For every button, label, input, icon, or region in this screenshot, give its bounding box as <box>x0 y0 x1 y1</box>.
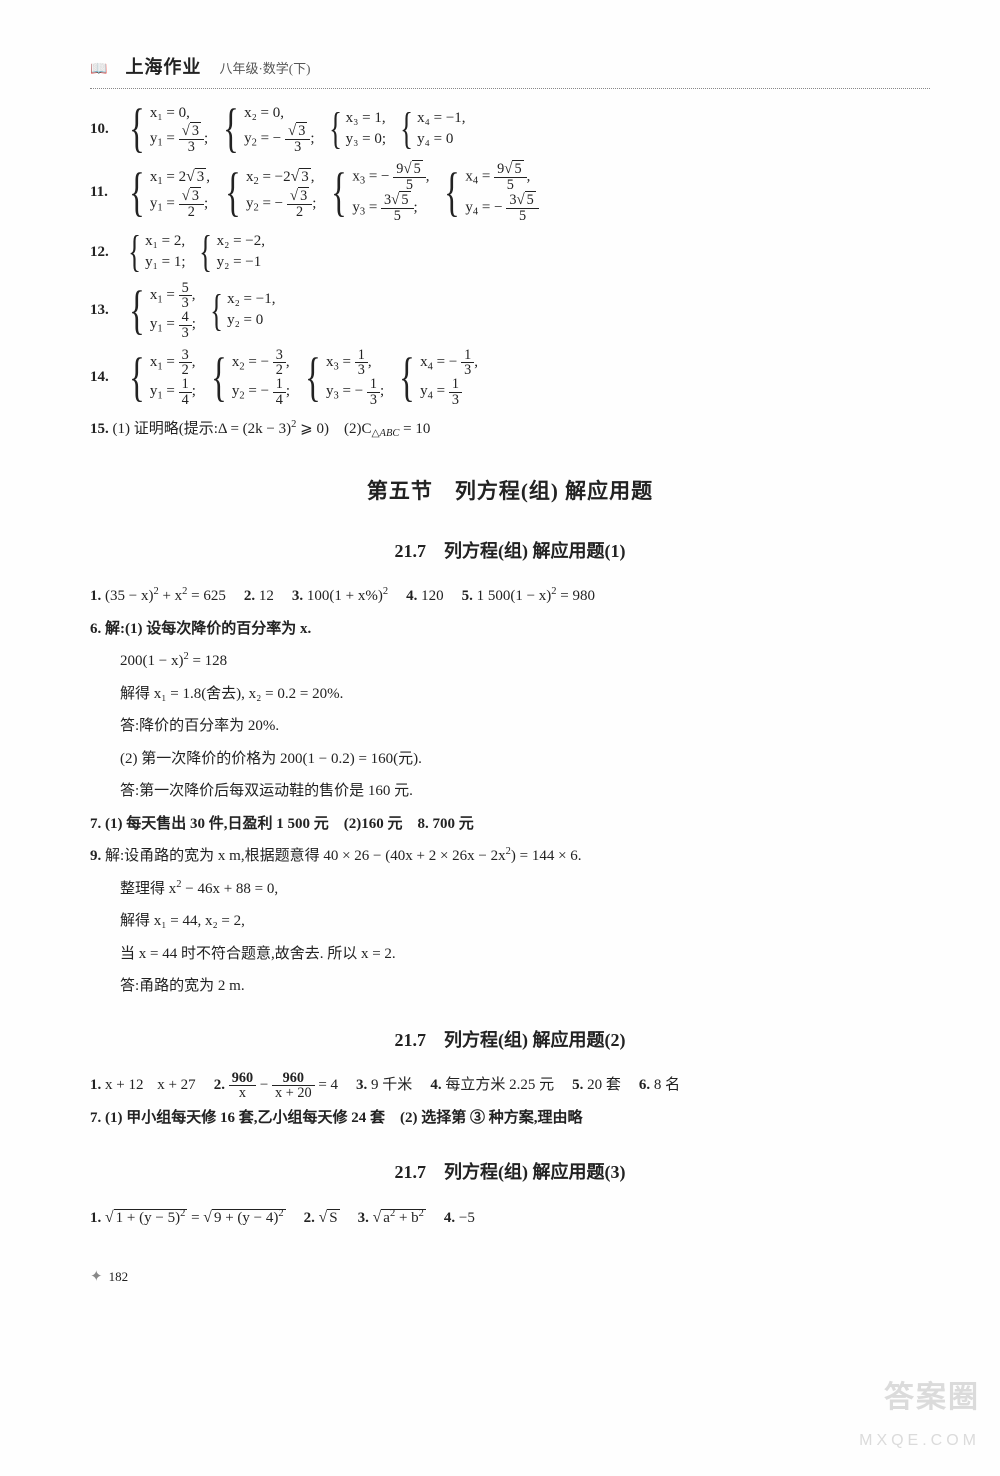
answer-q13: 13. {x1 = 53,y1 = 43; {x₂ = −1,y₂ = 0 <box>90 281 930 340</box>
q11-s4a: x4 = 9√55, <box>465 162 538 192</box>
q11-s3a: x3 = − 9√55, <box>352 162 429 192</box>
a1-q6a: 6. 解:(1) 设每次降价的百分率为 x. <box>90 615 930 644</box>
q14-s1b: y1 = 14; <box>150 377 196 407</box>
page-number-value: 182 <box>109 1265 129 1290</box>
q10-s1b: y1 = √33; <box>150 124 208 154</box>
a1-q9a: 9. 解:设甬路的宽为 x m,根据题意得 40 × 26 − (40x + 2… <box>90 842 930 871</box>
a1-q9d: 当 x = 44 时不符合题意,故舍去. 所以 x = 2. <box>120 940 930 969</box>
answer-q14: 14. {x1 = 32,y1 = 14; {x2 = − 32,y2 = − … <box>90 348 930 407</box>
book-subtitle: 八年级·数学(下) <box>219 57 310 82</box>
q14-s2b: y2 = − 14; <box>232 377 290 407</box>
q10-s3b: y₃ = 0; <box>346 129 386 150</box>
a1-q6b: 200(1 − x)2 = 128 <box>120 647 930 676</box>
answer-q10: 10. {x₁ = 0,y1 = √33; {x₂ = 0,y2 = − √33… <box>90 103 930 154</box>
q10-s1a: x₁ = 0, <box>150 103 208 124</box>
q14-s3a: x3 = 13, <box>326 348 384 378</box>
watermark-text-1: 答案圈 <box>859 1369 980 1426</box>
q13-s1a: x1 = 53, <box>150 281 196 311</box>
q12-s2b: y₂ = −1 <box>217 252 265 273</box>
section-5-title: 第五节 列方程(组) 解应用题 <box>90 472 930 512</box>
q11-s3b: y3 = 3√55; <box>352 193 429 223</box>
answer-q15: 15. (1) 证明略(提示:Δ = (2k − 3)2 ⩾ 0) (2)C△A… <box>90 415 930 444</box>
q14-s3b: y3 = − 13; <box>326 377 384 407</box>
q11-s2a: x2 = −2√3, <box>246 166 316 190</box>
q14-s4a: x4 = − 13, <box>420 348 478 378</box>
q13-s2b: y₂ = 0 <box>227 310 275 331</box>
a1-q6d: 答:降价的百分率为 20%. <box>120 712 930 741</box>
a2-line1: 1. x + 12 x + 272. 960x − 960x + 20 = 43… <box>90 1071 930 1101</box>
subsection-21-7-2: 21.7 列方程(组) 解应用题(2) <box>90 1023 930 1057</box>
q11-number: 11. <box>90 178 124 207</box>
a1-q6f: 答:第一次降价后每双运动鞋的售价是 160 元. <box>120 777 930 806</box>
q10-s2a: x₂ = 0, <box>244 103 314 124</box>
q12-s1a: x₁ = 2, <box>145 231 185 252</box>
subsection-21-7-3: 21.7 列方程(组) 解应用题(3) <box>90 1155 930 1189</box>
watermark: 答案圈 MXQE.COM <box>859 1369 980 1456</box>
q11-s1a: x1 = 2√3, <box>150 166 210 190</box>
a3-line1: 1. √1 + (y − 5)2 = √9 + (y − 4)22. √S3. … <box>90 1203 930 1233</box>
q14-s1a: x1 = 32, <box>150 348 196 378</box>
q14-s4b: y4 = 13 <box>420 377 478 407</box>
a1-q6c: 解得 x₁ = 1.8(舍去), x₂ = 0.2 = 20%. <box>120 680 930 709</box>
q11-s1b: y1 = √32; <box>150 189 210 219</box>
a1-q6e: (2) 第一次降价的价格为 200(1 − 0.2) = 160(元). <box>120 745 930 774</box>
logo-icon: 📖 <box>90 57 107 84</box>
watermark-text-2: MXQE.COM <box>859 1426 980 1456</box>
q13-s1b: y1 = 43; <box>150 310 196 340</box>
a2-q7: 7. (1) 甲小组每天修 16 套,乙小组每天修 24 套 (2) 选择第 ③… <box>90 1104 930 1133</box>
a1-q9c: 解得 x₁ = 44, x₂ = 2, <box>120 907 930 936</box>
q12-s2a: x₂ = −2, <box>217 231 265 252</box>
q13-number: 13. <box>90 296 124 325</box>
a1-q9b: 整理得 x2 − 46x + 88 = 0, <box>120 875 930 904</box>
subsection-21-7-1: 21.7 列方程(组) 解应用题(1) <box>90 534 930 568</box>
answer-q11: 11. {x1 = 2√3,y1 = √32; {x2 = −2√3,y2 = … <box>90 162 930 222</box>
q11-s4b: y4 = − 3√55 <box>465 193 538 223</box>
q12-s1b: y₁ = 1; <box>145 252 185 273</box>
a1-line1: 1. (35 − x)2 + x2 = 6252. 123. 100(1 + x… <box>90 582 930 611</box>
q14-s2a: x2 = − 32, <box>232 348 290 378</box>
answer-q12: 12. {x₁ = 2,y₁ = 1; {x₂ = −2,y₂ = −1 <box>90 231 930 273</box>
q10-s3a: x₃ = 1, <box>346 108 386 129</box>
sparkle-icon: ✦ <box>90 1263 103 1292</box>
q12-number: 12. <box>90 238 124 267</box>
a1-q9e: 答:甬路的宽为 2 m. <box>120 972 930 1001</box>
q10-number: 10. <box>90 115 124 144</box>
q14-number: 14. <box>90 363 124 392</box>
q13-s2a: x₂ = −1, <box>227 289 275 310</box>
q10-s4a: x₄ = −1, <box>417 108 465 129</box>
page-header: 📖 上海作业 八年级·数学(下) <box>90 50 930 89</box>
q11-s2b: y2 = − √32; <box>246 189 316 219</box>
a1-q7: 7. (1) 每天售出 30 件,日盈利 1 500 元 (2)160 元 8.… <box>90 810 930 839</box>
book-title: 上海作业 <box>125 50 201 84</box>
q10-s4b: y₄ = 0 <box>417 129 465 150</box>
q10-s2b: y2 = − √33; <box>244 124 314 154</box>
page-number: ✦ 182 <box>90 1263 930 1292</box>
